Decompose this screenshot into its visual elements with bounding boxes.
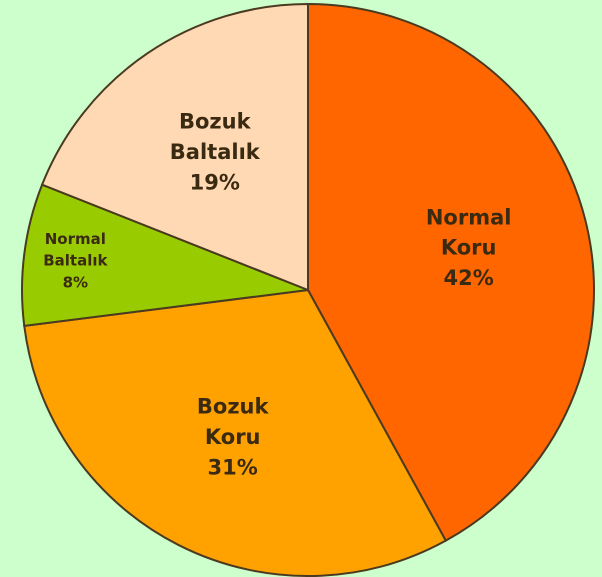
slice-label: Bozuk Koru 31%: [197, 394, 270, 479]
slice-value-label: 31%: [208, 455, 258, 479]
slice-label: Normal Baltalık 8%: [43, 229, 108, 290]
slice-category: Normal Baltalık: [43, 229, 108, 269]
slice-category-line: Normal: [426, 205, 512, 229]
slice-category-line: Baltalık: [43, 251, 108, 269]
slice-category-line: Koru: [441, 236, 497, 260]
slice-value-label: 8%: [63, 273, 88, 291]
slice-category: Normal Koru: [426, 205, 512, 259]
slice-category-line: Koru: [205, 425, 261, 449]
slice-category-line: Baltalık: [170, 140, 261, 164]
pie-slice: [23, 288, 448, 577]
pie-slice: [307, 2, 595, 542]
slice-category-line: Bozuk: [179, 109, 252, 133]
slice-category-line: Bozuk: [197, 394, 270, 418]
slice-label: Bozuk Baltalık 19%: [170, 109, 261, 194]
pie-slice: [40, 2, 309, 292]
slice-category: Bozuk Baltalık: [170, 109, 261, 163]
slice-category-line: Normal: [45, 229, 106, 247]
slice-value-label: 19%: [190, 170, 240, 194]
pie-slice: [21, 183, 309, 327]
slice-category: Bozuk Koru: [197, 394, 270, 448]
slice-label: Normal Koru 42%: [426, 205, 512, 290]
slice-value-label: 42%: [444, 266, 494, 290]
